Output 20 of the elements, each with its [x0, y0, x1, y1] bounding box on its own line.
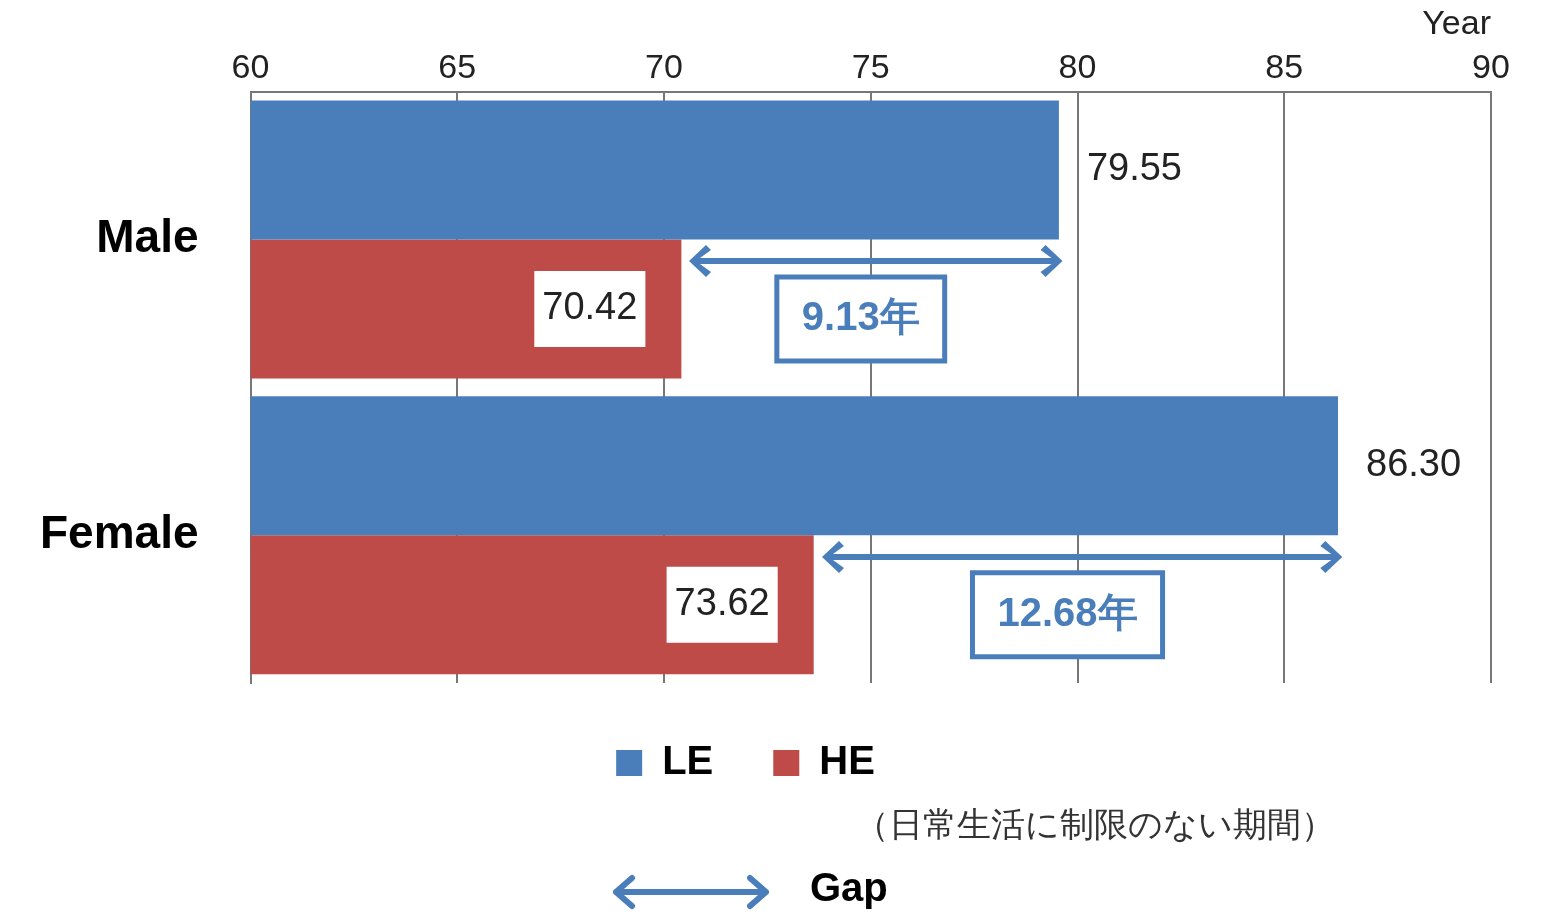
annotation: 12.68年 — [997, 589, 1138, 634]
legend-label: LE — [662, 738, 714, 783]
text: （日常生活に制限のない期間） — [855, 805, 1335, 844]
x-tick-label: 85 — [1265, 46, 1304, 85]
x-tick-label: 70 — [645, 46, 683, 85]
text: Gap — [810, 865, 888, 910]
x-tick-label: 65 — [438, 46, 477, 85]
data-label: 70.42 — [542, 285, 638, 328]
x-axis-title: Year — [1422, 2, 1491, 41]
data-label: 73.62 — [674, 581, 770, 624]
x-tick-label: 60 — [231, 46, 270, 85]
x-tick-label: 90 — [1472, 46, 1510, 85]
data-label: 86.30 — [1366, 442, 1462, 485]
annotation: 9.13年 — [801, 293, 920, 338]
y-tick-label: Female — [40, 505, 199, 558]
legend-label: HE — [819, 738, 875, 783]
y-tick-label: Male — [96, 210, 199, 263]
x-tick-label: 75 — [851, 46, 890, 85]
data-label: 79.55 — [1086, 146, 1182, 189]
x-tick-label: 80 — [1058, 46, 1097, 85]
